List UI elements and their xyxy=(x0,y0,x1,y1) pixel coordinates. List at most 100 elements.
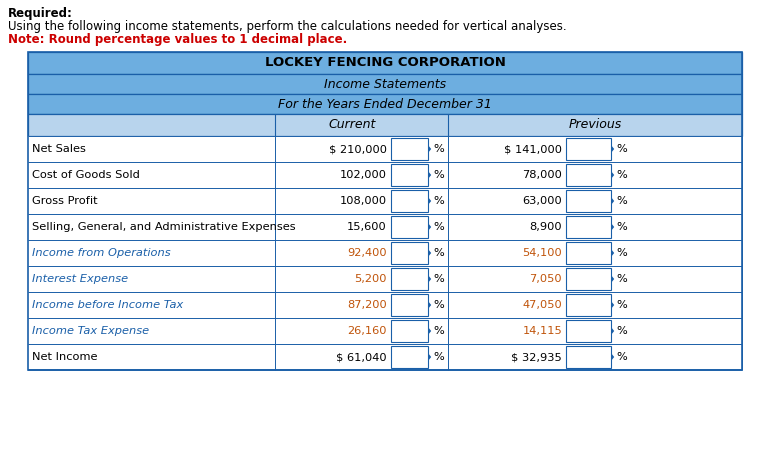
Bar xyxy=(28,214,742,240)
Text: For the Years Ended December 31: For the Years Ended December 31 xyxy=(278,97,492,110)
Polygon shape xyxy=(428,275,431,283)
Polygon shape xyxy=(611,197,614,205)
Text: %: % xyxy=(433,300,443,310)
Polygon shape xyxy=(611,145,614,153)
Text: 7,050: 7,050 xyxy=(530,274,562,284)
Text: %: % xyxy=(616,196,627,206)
Text: 54,100: 54,100 xyxy=(522,248,562,258)
Text: 87,200: 87,200 xyxy=(347,300,387,310)
Bar xyxy=(28,292,742,318)
Polygon shape xyxy=(611,327,614,335)
Text: 63,000: 63,000 xyxy=(522,196,562,206)
Text: 78,000: 78,000 xyxy=(522,170,562,180)
Text: Using the following income statements, perform the calculations needed for verti: Using the following income statements, p… xyxy=(8,20,567,33)
Text: Required:: Required: xyxy=(8,7,73,20)
Bar xyxy=(28,136,742,162)
Polygon shape xyxy=(428,301,431,309)
Text: %: % xyxy=(616,222,627,232)
Text: Gross Profit: Gross Profit xyxy=(32,196,98,206)
Bar xyxy=(391,242,428,264)
Text: 15,600: 15,600 xyxy=(347,222,387,232)
Text: $ 210,000: $ 210,000 xyxy=(329,144,387,154)
Text: $ 61,040: $ 61,040 xyxy=(336,352,387,362)
Polygon shape xyxy=(428,353,431,361)
Bar xyxy=(391,346,428,368)
Polygon shape xyxy=(611,171,614,179)
Text: %: % xyxy=(433,274,443,284)
Bar xyxy=(566,346,611,368)
Polygon shape xyxy=(611,353,614,361)
Polygon shape xyxy=(428,327,431,335)
Text: %: % xyxy=(616,248,627,258)
Text: 47,050: 47,050 xyxy=(522,300,562,310)
Text: $ 32,935: $ 32,935 xyxy=(511,352,562,362)
Bar xyxy=(28,240,742,266)
Bar xyxy=(566,268,611,290)
Bar xyxy=(391,138,428,160)
Text: %: % xyxy=(616,326,627,336)
Bar xyxy=(391,216,428,238)
Text: %: % xyxy=(433,196,443,206)
Bar xyxy=(566,190,611,212)
Text: 8,900: 8,900 xyxy=(530,222,562,232)
Text: LOCKEY FENCING CORPORATION: LOCKEY FENCING CORPORATION xyxy=(264,56,505,70)
Text: Previous: Previous xyxy=(568,118,622,132)
Bar xyxy=(391,294,428,316)
Bar xyxy=(566,242,611,264)
Bar xyxy=(391,320,428,342)
Bar xyxy=(566,294,611,316)
Polygon shape xyxy=(611,275,614,283)
Text: $ 141,000: $ 141,000 xyxy=(504,144,562,154)
Text: 14,115: 14,115 xyxy=(522,326,562,336)
Bar xyxy=(391,190,428,212)
Polygon shape xyxy=(428,197,431,205)
Bar xyxy=(28,94,742,114)
Bar xyxy=(566,138,611,160)
Bar xyxy=(28,318,742,344)
Text: %: % xyxy=(433,222,443,232)
Text: 102,000: 102,000 xyxy=(340,170,387,180)
Text: %: % xyxy=(616,170,627,180)
Text: Income Tax Expense: Income Tax Expense xyxy=(32,326,149,336)
Bar xyxy=(28,162,742,188)
Text: %: % xyxy=(433,326,443,336)
Bar xyxy=(566,320,611,342)
Text: %: % xyxy=(616,352,627,362)
Text: Cost of Goods Sold: Cost of Goods Sold xyxy=(32,170,140,180)
Text: Interest Expense: Interest Expense xyxy=(32,274,128,284)
Text: Current: Current xyxy=(329,118,376,132)
Bar xyxy=(28,266,742,292)
Bar xyxy=(566,216,611,238)
Polygon shape xyxy=(428,249,431,257)
Text: Net Sales: Net Sales xyxy=(32,144,86,154)
Bar xyxy=(28,188,742,214)
Bar xyxy=(566,164,611,186)
Text: %: % xyxy=(433,170,443,180)
Text: %: % xyxy=(616,144,627,154)
Text: 26,160: 26,160 xyxy=(347,326,387,336)
Polygon shape xyxy=(611,223,614,231)
Text: Note: Round percentage values to 1 decimal place.: Note: Round percentage values to 1 decim… xyxy=(8,33,347,46)
Bar xyxy=(28,74,742,94)
Bar xyxy=(28,52,742,370)
Text: %: % xyxy=(616,300,627,310)
Text: %: % xyxy=(433,352,443,362)
Polygon shape xyxy=(428,145,431,153)
Text: Selling, General, and Administrative Expenses: Selling, General, and Administrative Exp… xyxy=(32,222,296,232)
Text: %: % xyxy=(433,248,443,258)
Polygon shape xyxy=(611,301,614,309)
Polygon shape xyxy=(428,223,431,231)
Bar xyxy=(28,52,742,74)
Text: Income from Operations: Income from Operations xyxy=(32,248,171,258)
Text: %: % xyxy=(433,144,443,154)
Text: Income Statements: Income Statements xyxy=(324,78,446,91)
Bar xyxy=(391,268,428,290)
Text: Income before Income Tax: Income before Income Tax xyxy=(32,300,183,310)
Polygon shape xyxy=(611,249,614,257)
Bar xyxy=(28,344,742,370)
Text: 108,000: 108,000 xyxy=(340,196,387,206)
Text: 92,400: 92,400 xyxy=(347,248,387,258)
Text: Net Income: Net Income xyxy=(32,352,98,362)
Text: 5,200: 5,200 xyxy=(354,274,387,284)
Polygon shape xyxy=(428,171,431,179)
